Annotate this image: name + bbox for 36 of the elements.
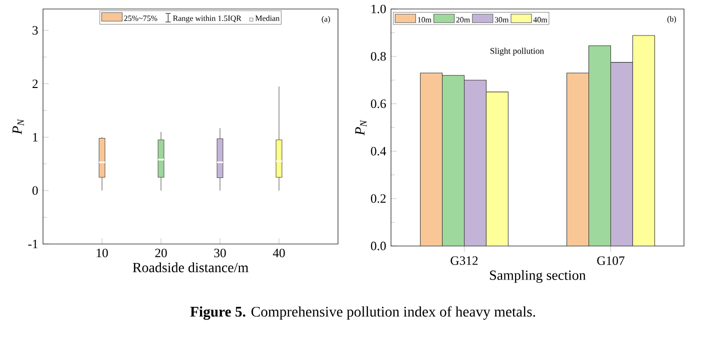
legend-label: 25%~75% (124, 16, 158, 22)
x-tick-label: G312 (450, 256, 478, 265)
y-tick-label: 0.8 (370, 52, 386, 61)
x-axis-title: Sampling section (490, 270, 586, 283)
legend-label: 40m (533, 17, 548, 22)
annotation: (b) (667, 16, 676, 24)
y-tick-label: 0.4 (370, 146, 386, 156)
bar (588, 45, 612, 246)
x-tick-label: 10 (96, 248, 108, 258)
annotation: Range within 1.5IQR (173, 15, 242, 23)
y-tick-label: 0 (32, 186, 38, 195)
legend-label: 30m (494, 17, 509, 22)
x-tick-label: 20 (155, 248, 167, 258)
annotation: Slight pollution (490, 48, 544, 56)
annotation: Median (255, 15, 280, 21)
y-tick-label: 3 (32, 26, 38, 35)
bar (442, 75, 465, 246)
y-tick-label: 0.6 (370, 99, 386, 108)
y-tick-label: 1.0 (372, 4, 386, 14)
x-tick-label: G107 (597, 256, 624, 265)
y-axis-title: P$_{N}$ (12, 118, 24, 134)
bar (566, 72, 590, 246)
x-tick-label: 40 (272, 248, 285, 258)
text: Figure 5. Comprehensive pollution index of heavy metals. (190, 306, 536, 320)
legend-label: 20m (456, 17, 470, 22)
text: (a) (322, 16, 330, 24)
y-tick-label: 0.0 (370, 242, 386, 250)
legend-label: 10m (418, 17, 432, 22)
y-tick-label: 1 (33, 132, 38, 142)
y-tick-label: -1 (28, 240, 38, 248)
y-axis-title: P$_{N}$ (355, 120, 367, 136)
bar (420, 72, 443, 246)
y-tick-label: 2 (32, 80, 38, 88)
y-tick-label: 0.2 (370, 194, 386, 203)
x-tick-label: 30 (214, 248, 226, 258)
x-axis-title: Roadside distance/m (132, 262, 248, 272)
